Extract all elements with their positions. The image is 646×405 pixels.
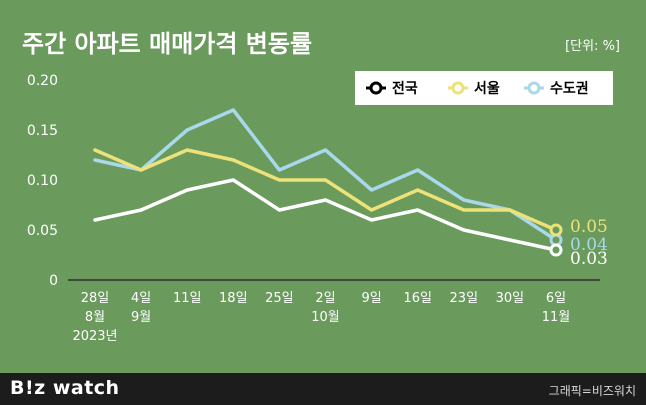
legend-marker-수도권 bbox=[527, 81, 541, 95]
x-tick-line: 2023년 bbox=[72, 329, 117, 344]
x-tick-line: 28일 bbox=[81, 291, 110, 306]
legend-marker-서울 bbox=[451, 81, 465, 95]
y-tick-label: 0 bbox=[49, 273, 58, 289]
x-tick-line: 16일 bbox=[403, 291, 432, 306]
graphic-credit: 그래픽=비즈워치 bbox=[548, 384, 636, 398]
y-tick-label: 0.05 bbox=[27, 223, 58, 239]
x-tick-label: 16일 bbox=[403, 291, 432, 306]
x-tick-line: 2일 bbox=[315, 291, 335, 306]
x-tick-line: 18일 bbox=[219, 291, 248, 306]
x-tick-line: 25일 bbox=[265, 291, 294, 306]
series-group bbox=[93, 108, 563, 257]
end-labels: 0.03 0.050.04 bbox=[570, 217, 608, 269]
end-value-label-수도권: 0.04 bbox=[570, 235, 608, 255]
x-tick-label: 9일 bbox=[361, 291, 381, 306]
legend-label-수도권: 수도권 bbox=[550, 81, 589, 97]
x-tick-line: 8월 bbox=[85, 310, 105, 325]
legend-label-전국: 전국 bbox=[392, 80, 418, 97]
footer: B!z watch 그래픽=비즈워치 bbox=[0, 373, 646, 405]
x-tick-label: 2일 10월 bbox=[311, 291, 340, 325]
x-tick-label: 28일 8월 2023년 bbox=[72, 291, 117, 344]
x-tick-label: 11일 bbox=[173, 291, 202, 306]
chart-title: 주간 아파트 매매가격 변동률 bbox=[22, 30, 312, 58]
series-line-수도권 bbox=[93, 108, 558, 242]
y-tick-label: 0.20 bbox=[27, 73, 58, 89]
x-tick-label: 23일 bbox=[450, 291, 479, 306]
x-tick-line: 10월 bbox=[311, 310, 340, 325]
x-tick-label: 4일 9월 bbox=[131, 291, 151, 325]
series-end-marker-서울 bbox=[549, 223, 563, 237]
x-tick-line: 11일 bbox=[173, 291, 202, 306]
x-tick-line: 4일 bbox=[131, 291, 151, 306]
y-tick-label: 0.15 bbox=[27, 123, 58, 139]
legend-label-서울: 서울 bbox=[474, 80, 500, 97]
brand-logo: B!z watch bbox=[10, 377, 120, 399]
x-tick-label: 25일 bbox=[265, 291, 294, 306]
series-line-전국 bbox=[93, 178, 558, 252]
x-tick-label: 6일 11월 bbox=[542, 291, 571, 325]
x-tick-line: 30일 bbox=[496, 291, 525, 306]
y-tick-label: 0.10 bbox=[27, 173, 58, 189]
x-tick-label: 18일 bbox=[219, 291, 248, 306]
x-tick-line: 9월 bbox=[131, 310, 151, 325]
x-tick-line: 9일 bbox=[361, 291, 381, 306]
series-end-marker-전국 bbox=[549, 243, 563, 257]
line-chart: 주간 아파트 매매가격 변동률 [단위: %] 0.20 0.15 0.10 0.05… bbox=[22, 30, 620, 344]
x-tick-line: 6일 bbox=[546, 291, 566, 306]
legend-marker-전국 bbox=[369, 81, 383, 95]
legend: 전국 서울 수도권 bbox=[355, 71, 613, 105]
x-tick-label: 30일 bbox=[496, 291, 525, 306]
x-tick-line: 11월 bbox=[542, 310, 571, 325]
legend-box bbox=[355, 71, 613, 105]
unit-label: [단위: %] bbox=[565, 39, 620, 54]
y-axis: 0.20 0.15 0.10 0.05 0 bbox=[27, 73, 58, 289]
end-value-label-서울: 0.05 bbox=[570, 217, 608, 237]
x-tick-line: 23일 bbox=[450, 291, 479, 306]
series-line-서울 bbox=[93, 148, 558, 232]
end-value-label-전국: 0.03 bbox=[570, 249, 608, 269]
